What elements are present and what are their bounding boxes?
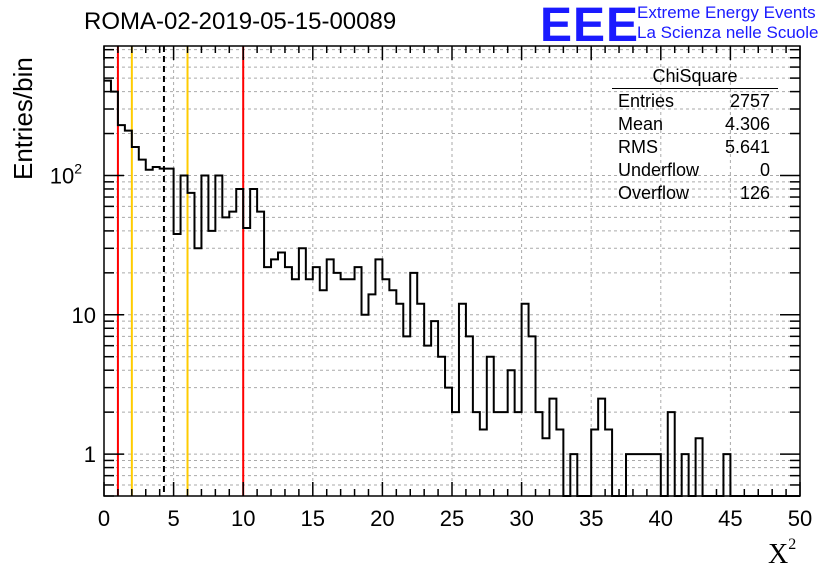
x-tick-label: 10 bbox=[231, 506, 255, 531]
logo-line-1: Extreme Energy Events bbox=[637, 3, 816, 22]
logo-line-2: La Scienza nelle Scuole bbox=[637, 23, 819, 42]
x-axis-label-base: X bbox=[768, 539, 789, 570]
y-tick-label-sup: 2 bbox=[74, 160, 82, 176]
stats-box: ChiSquare Entries 2757 Mean 4.306 RMS 5.641… bbox=[612, 66, 778, 205]
x-tick-label: 5 bbox=[167, 506, 179, 531]
stats-row-underflow: Underflow 0 bbox=[612, 159, 778, 182]
y-tick-label: 10 bbox=[72, 303, 96, 328]
stats-row-rms: RMS 5.641 bbox=[612, 136, 778, 159]
x-tick-label: 50 bbox=[788, 506, 812, 531]
stats-label: Underflow bbox=[618, 160, 700, 180]
chart-title: ROMA-02-2019-05-15-00089 bbox=[84, 8, 397, 35]
stats-label: RMS bbox=[618, 137, 658, 157]
x-tick-labels: 0 5 10 15 20 25 30 35 40 45 50 bbox=[98, 506, 812, 531]
x-tick-label: 40 bbox=[649, 506, 673, 531]
histogram-series bbox=[104, 79, 800, 497]
stats-value: 4.306 bbox=[724, 114, 770, 134]
axis-ticks bbox=[103, 46, 801, 497]
stats-label: Entries bbox=[618, 91, 675, 111]
x-tick-label: 0 bbox=[98, 506, 110, 531]
y-axis-label: Entries/bin bbox=[8, 57, 38, 180]
x-tick-label: 35 bbox=[579, 506, 603, 531]
stats-label: Overflow bbox=[618, 183, 690, 203]
x-axis-label: X2 bbox=[768, 536, 796, 571]
stats-row-mean: Mean 4.306 bbox=[612, 113, 778, 136]
eee-logo: EEE bbox=[540, 0, 640, 52]
reference-lines bbox=[116, 46, 245, 496]
stats-value: 126 bbox=[739, 183, 770, 203]
stats-title: ChiSquare bbox=[612, 66, 778, 89]
x-tick-label: 25 bbox=[440, 506, 464, 531]
y-tick-label: 102 bbox=[50, 160, 82, 188]
x-tick-label: 30 bbox=[509, 506, 533, 531]
stats-value: 5.641 bbox=[724, 137, 770, 157]
stats-row-entries: Entries 2757 bbox=[612, 90, 778, 113]
stats-row-overflow: Overflow 126 bbox=[612, 182, 778, 205]
stats-label: Mean bbox=[618, 114, 664, 134]
x-tick-label: 15 bbox=[301, 506, 325, 531]
y-tick-label: 1 bbox=[84, 442, 96, 467]
stats-value: 2757 bbox=[729, 91, 770, 111]
y-tick-label-base: 10 bbox=[50, 163, 74, 188]
x-tick-label: 45 bbox=[718, 506, 742, 531]
x-tick-label: 20 bbox=[370, 506, 394, 531]
stats-value: 0 bbox=[759, 160, 770, 180]
x-axis-label-sup: 2 bbox=[788, 536, 797, 553]
